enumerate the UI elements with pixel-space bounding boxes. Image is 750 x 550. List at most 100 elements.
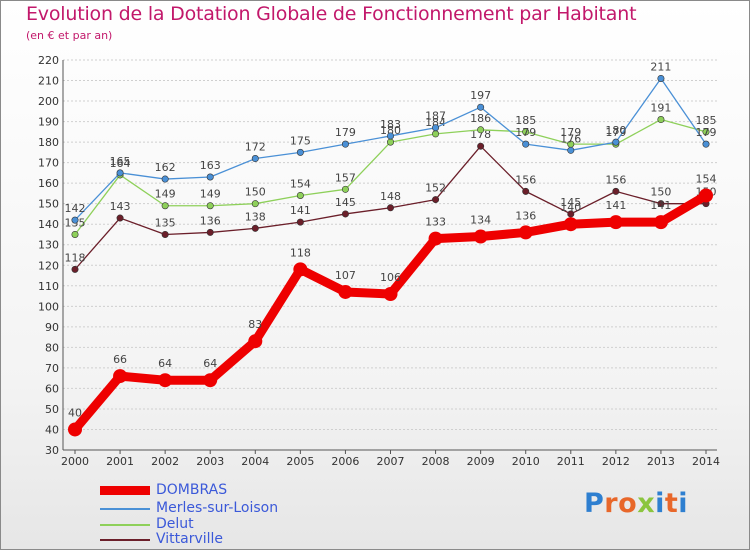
data-label: 162 xyxy=(155,161,176,174)
data-point xyxy=(251,224,259,232)
data-label: 185 xyxy=(696,114,717,127)
proxiti-logo: Proxiti xyxy=(584,488,688,519)
data-label: 185 xyxy=(515,114,536,127)
legend-item-delut: Delut xyxy=(100,516,360,532)
data-label: 180 xyxy=(605,124,626,137)
data-point xyxy=(608,215,623,230)
data-point xyxy=(432,196,440,204)
legend-swatch-delut xyxy=(100,524,150,526)
data-point xyxy=(206,173,214,181)
data-label: 179 xyxy=(560,126,581,139)
legend-swatch-merles xyxy=(100,508,150,510)
data-label: 136 xyxy=(515,209,536,222)
data-label: 157 xyxy=(335,171,356,184)
data-point xyxy=(161,230,169,238)
data-point xyxy=(612,138,620,146)
data-label: 149 xyxy=(200,188,221,201)
y-tick-label: 100 xyxy=(38,300,59,313)
data-point xyxy=(383,287,398,301)
x-tick-label: 2005 xyxy=(286,455,314,468)
data-point xyxy=(386,138,394,146)
data-point xyxy=(203,373,218,388)
data-label: 141 xyxy=(650,199,671,212)
data-label: 133 xyxy=(425,216,446,229)
data-point xyxy=(71,230,79,238)
data-label: 106 xyxy=(380,271,401,284)
data-point xyxy=(702,128,710,136)
data-point xyxy=(699,188,713,203)
data-label: 152 xyxy=(425,182,446,195)
x-tick-label: 2000 xyxy=(61,455,89,468)
data-point xyxy=(522,187,530,195)
legend-item-dombras: DOMBRAS xyxy=(100,482,360,498)
data-label: 107 xyxy=(335,269,356,282)
x-tick-label: 2014 xyxy=(692,455,720,468)
y-tick-label: 140 xyxy=(38,218,59,231)
data-label: 64 xyxy=(158,357,172,370)
data-label: 142 xyxy=(65,202,86,215)
data-point xyxy=(428,231,443,246)
data-point xyxy=(341,185,349,193)
data-point xyxy=(158,373,173,388)
y-tick-label: 170 xyxy=(38,157,59,170)
data-point xyxy=(293,262,308,277)
data-label: 197 xyxy=(470,89,491,102)
data-point xyxy=(251,200,259,208)
legend-label-delut: Delut xyxy=(156,516,194,532)
y-tick-label: 90 xyxy=(45,321,59,334)
y-tick-label: 130 xyxy=(38,239,59,252)
y-tick-label: 80 xyxy=(45,341,59,354)
data-point xyxy=(113,369,128,384)
legend-swatch-dombras xyxy=(100,486,150,495)
y-tick-label: 30 xyxy=(45,444,59,457)
data-label: 163 xyxy=(200,159,221,172)
y-tick-label: 110 xyxy=(38,280,59,293)
data-point xyxy=(432,130,440,138)
chart-subtitle: (en € et par an) xyxy=(26,29,113,42)
data-label: 118 xyxy=(65,251,86,264)
data-label: 134 xyxy=(470,214,491,227)
data-point xyxy=(116,169,124,177)
data-point xyxy=(116,214,124,222)
data-point xyxy=(338,284,353,299)
y-tick-label: 120 xyxy=(38,259,59,272)
data-point xyxy=(702,140,710,148)
data-point xyxy=(612,187,620,195)
data-point xyxy=(161,202,169,210)
data-label: 178 xyxy=(470,128,491,141)
data-point xyxy=(296,148,304,156)
data-label: 179 xyxy=(605,126,626,139)
y-tick-label: 150 xyxy=(38,198,59,211)
data-point xyxy=(161,175,169,183)
data-point xyxy=(386,132,394,140)
data-point xyxy=(71,265,79,273)
data-label: 187 xyxy=(425,110,446,123)
y-tick-label: 200 xyxy=(38,95,59,108)
data-label: 141 xyxy=(605,199,626,212)
data-point xyxy=(206,202,214,210)
data-label: 64 xyxy=(203,357,217,370)
data-label: 150 xyxy=(650,186,671,199)
data-point xyxy=(71,216,79,224)
data-point xyxy=(567,146,575,154)
x-tick-label: 2003 xyxy=(196,455,224,468)
x-tick-label: 2008 xyxy=(422,455,450,468)
logo-letter: o xyxy=(618,488,638,519)
logo-letter: i xyxy=(678,488,689,519)
y-tick-label: 60 xyxy=(45,382,59,395)
x-tick-label: 2011 xyxy=(557,455,585,468)
x-tick-label: 2010 xyxy=(512,455,540,468)
data-label: 150 xyxy=(245,186,266,199)
x-tick-label: 2013 xyxy=(647,455,675,468)
data-label: 138 xyxy=(245,210,266,223)
data-point xyxy=(522,128,530,136)
logo-letter: x xyxy=(637,488,656,519)
data-point xyxy=(477,126,485,134)
data-point xyxy=(386,204,394,212)
data-point xyxy=(657,74,665,82)
data-label: 66 xyxy=(113,353,127,366)
x-tick-label: 2006 xyxy=(331,455,359,468)
data-point xyxy=(567,210,575,218)
